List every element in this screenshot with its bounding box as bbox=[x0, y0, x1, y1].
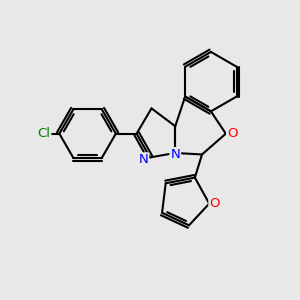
Text: Cl: Cl bbox=[38, 127, 50, 140]
Text: O: O bbox=[209, 197, 220, 210]
Text: N: N bbox=[139, 153, 148, 166]
Text: N: N bbox=[170, 148, 180, 161]
Text: O: O bbox=[227, 127, 238, 140]
